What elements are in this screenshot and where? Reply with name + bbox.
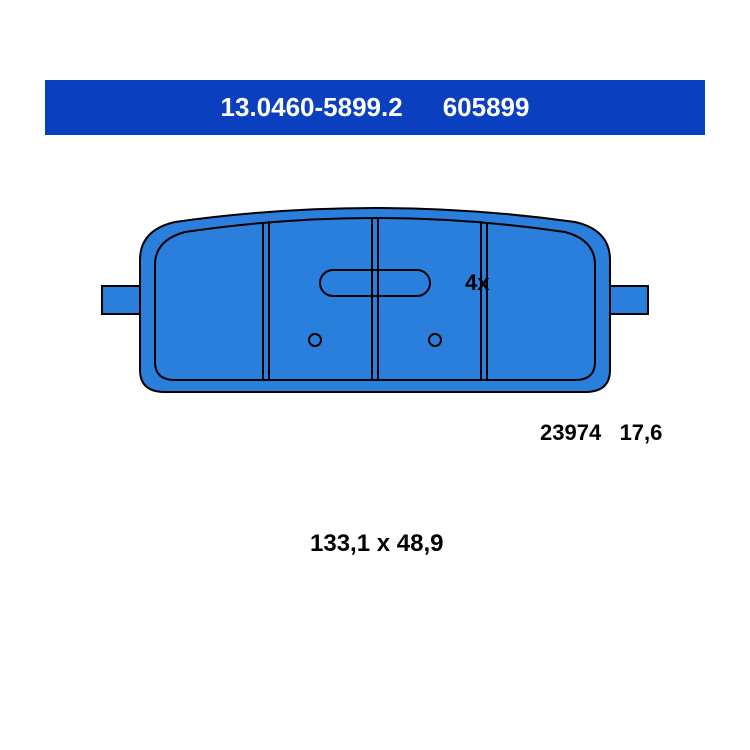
quantity-label: 4x xyxy=(465,270,490,295)
right-tab xyxy=(608,286,648,314)
pad-body xyxy=(140,208,610,392)
wva-number: 23974 xyxy=(540,420,601,445)
dimensions-label: 133,1 x 48,9 xyxy=(310,530,443,558)
left-tab xyxy=(102,286,142,314)
brake-pad-drawing: 4x xyxy=(0,0,750,750)
dimensions-text: 133,1 x 48,9 xyxy=(310,530,443,557)
wva-thickness-label: 23974 17,6 xyxy=(540,420,662,446)
diagram-container: 13.0460-5899.2 605899 xyxy=(0,0,750,750)
thickness-value: 17,6 xyxy=(620,420,663,445)
